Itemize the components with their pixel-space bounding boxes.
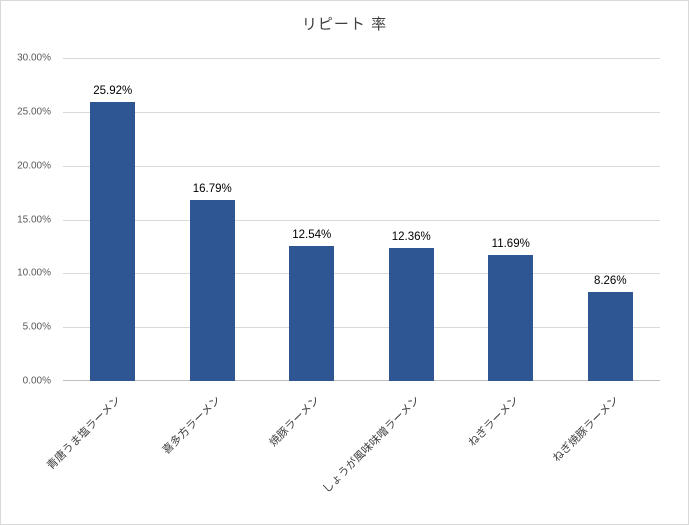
bar-data-label: 11.69% bbox=[491, 238, 530, 251]
bar bbox=[587, 292, 633, 381]
x-axis-category-label: 喜多方ラーメン bbox=[160, 394, 223, 457]
x-axis-line bbox=[63, 380, 660, 381]
bar-column: 8.26% bbox=[561, 58, 661, 381]
bar bbox=[388, 247, 434, 381]
x-axis-category: 焼豚ラーメン bbox=[262, 382, 362, 517]
y-axis-tick-label: 0.00% bbox=[22, 375, 51, 387]
x-axis-category-label: 焼豚ラーメン bbox=[267, 394, 323, 449]
gridline bbox=[63, 327, 660, 329]
bar bbox=[488, 255, 534, 381]
bar-series: 25.92% 16.79% 12.54% 12.36% 11.69% 8.26% bbox=[63, 58, 660, 381]
bar-data-label: 16.79% bbox=[192, 183, 232, 196]
gridline bbox=[63, 165, 660, 167]
gridlines bbox=[63, 58, 660, 381]
y-axis-tick-label: 5.00% bbox=[22, 321, 51, 333]
bar bbox=[189, 200, 235, 381]
y-axis-tick-label: 10.00% bbox=[17, 267, 51, 279]
bar-data-label: 12.36% bbox=[391, 230, 431, 243]
bar bbox=[90, 101, 136, 381]
bar-column: 12.36% bbox=[362, 58, 462, 381]
bar-column: 11.69% bbox=[461, 58, 561, 381]
y-axis-tick-label: 30.00% bbox=[17, 52, 51, 64]
x-axis-category-label: 青唐うま塩ラーメン bbox=[45, 394, 124, 473]
x-axis-category: 青唐うま塩ラーメン bbox=[45, 382, 163, 517]
bar-data-label: 25.92% bbox=[93, 84, 133, 97]
x-axis-category: 喜多方ラーメン bbox=[160, 382, 263, 517]
bar-data-label: 8.26% bbox=[593, 275, 627, 288]
x-axis-category: しょうが風味味噌ラーメン bbox=[320, 382, 462, 517]
gridline bbox=[63, 111, 660, 113]
bar-column: 12.54% bbox=[262, 58, 362, 381]
bar bbox=[289, 246, 335, 381]
chart-title: リピート 率 bbox=[301, 16, 388, 33]
x-axis: 青唐うま塩ラーメン 喜多方ラーメン 焼豚ラーメン しょうが風味味噌ラーメン ねぎラーメン… bbox=[45, 382, 661, 517]
x-axis-category: ねぎ焼豚ラーメン bbox=[550, 382, 661, 517]
x-axis-category-label: ねぎラーメン bbox=[466, 394, 522, 449]
bar-column: 25.92% bbox=[63, 58, 163, 381]
y-axis: 0.00% 5.00% 10.00% 15.00% 20.00% 25.00% 30.00% bbox=[1, 53, 59, 387]
y-axis-tick-label: 20.00% bbox=[17, 160, 51, 172]
gridline bbox=[63, 219, 660, 221]
y-axis-tick-label: 15.00% bbox=[17, 214, 51, 225]
x-axis-category: ねぎラーメン bbox=[461, 382, 561, 517]
bar-data-label: 12.54% bbox=[292, 229, 332, 241]
bar-column: 16.79% bbox=[163, 58, 263, 381]
gridline bbox=[63, 273, 660, 275]
plot-area: 25.92% 16.79% 12.54% 12.36% 11.69% 8.26% bbox=[63, 58, 660, 381]
gridline bbox=[63, 58, 660, 59]
y-axis-tick-label: 25.00% bbox=[17, 106, 51, 118]
